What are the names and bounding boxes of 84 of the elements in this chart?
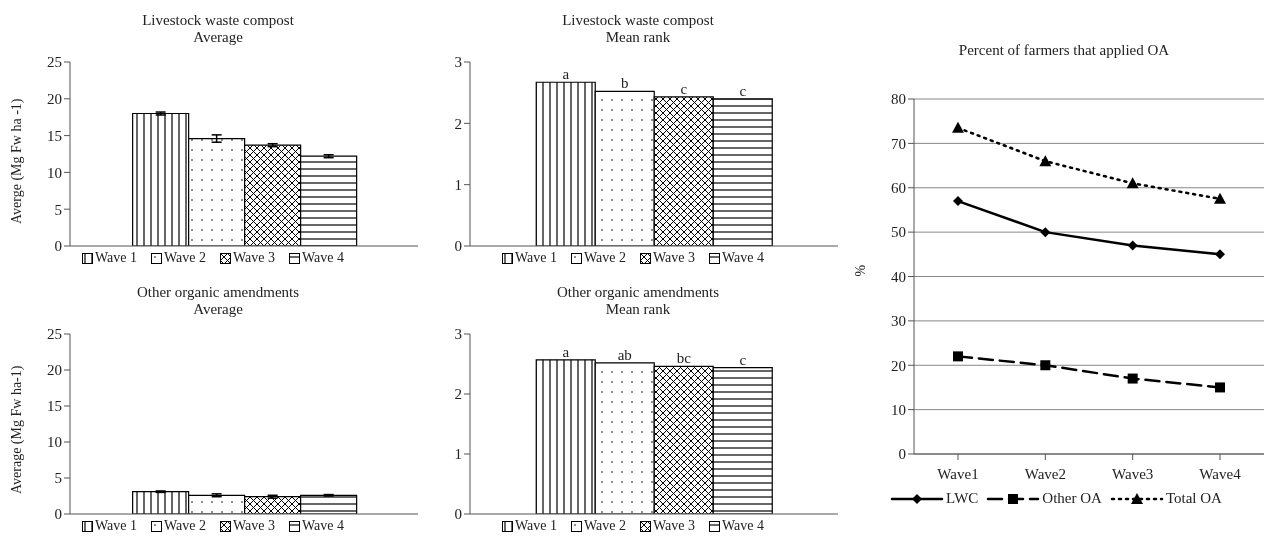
legend-label: Wave 2 xyxy=(162,250,206,266)
y-tick-label: 10 xyxy=(47,434,62,451)
y-tick-label: 50 xyxy=(891,224,906,241)
data-label: c xyxy=(739,82,747,99)
point xyxy=(1214,192,1226,204)
y-tick-label: 10 xyxy=(47,164,62,181)
legend-label: Wave 3 xyxy=(652,250,696,266)
legend-label: LWC xyxy=(945,490,979,507)
y-tick-label: 20 xyxy=(47,362,62,379)
y-tick-label: 70 xyxy=(891,135,906,152)
data-label: ab xyxy=(617,346,632,363)
point xyxy=(1127,240,1138,251)
legend-label: Wave 2 xyxy=(582,250,626,266)
y-tick-label: 5 xyxy=(54,201,62,218)
legend-label: Wave 3 xyxy=(232,518,276,534)
x-tick-label: Wave1 xyxy=(937,465,979,482)
chart-title: Livestock waste compost xyxy=(141,12,295,29)
y-axis-title: Averge (Mg Fw ha -1) xyxy=(8,98,25,224)
y-axis-title: % xyxy=(852,264,868,277)
y-tick-label: 30 xyxy=(891,313,906,330)
legend-label: Total OA xyxy=(1164,490,1222,507)
point xyxy=(1040,227,1051,238)
data-label: bc xyxy=(676,350,692,367)
chart-subtitle: Average xyxy=(192,29,244,46)
y-tick-label: 15 xyxy=(47,127,62,144)
y-tick-label: 1 xyxy=(454,176,462,193)
y-tick-label: 15 xyxy=(47,398,62,415)
point xyxy=(1126,177,1139,189)
chart-subtitle: Mean rank xyxy=(604,29,672,46)
legend-label: Wave 3 xyxy=(232,250,276,266)
chart-subtitle: Average xyxy=(192,301,244,318)
y-tick-label: 3 xyxy=(454,54,462,71)
y-tick-label: 0 xyxy=(454,238,462,255)
data-label: a xyxy=(562,66,570,83)
legend-label: Other OA xyxy=(1041,490,1102,507)
chart-title: Other organic amendments xyxy=(555,284,721,301)
y-tick-label: 2 xyxy=(454,386,462,403)
y-tick-label: 0 xyxy=(898,446,906,463)
y-tick-label: 20 xyxy=(47,91,62,108)
legend-label: Wave 4 xyxy=(721,518,765,534)
chart-title: Livestock waste compost xyxy=(561,12,715,29)
x-tick-label: Wave4 xyxy=(1199,465,1242,482)
y-tick-label: 20 xyxy=(891,357,906,374)
chart-title: Other organic amendments xyxy=(135,284,301,301)
data-label: c xyxy=(680,80,688,97)
y-tick-label: 2 xyxy=(454,115,462,132)
legend-label: Wave 1 xyxy=(93,518,137,534)
y-tick-label: 5 xyxy=(54,470,62,487)
legend-label: Wave 4 xyxy=(721,250,765,266)
point xyxy=(953,196,963,207)
point xyxy=(952,121,964,133)
y-tick-label: 80 xyxy=(891,91,906,108)
data-label: c xyxy=(739,351,747,368)
point xyxy=(1215,249,1225,260)
chart-subtitle: Mean rank xyxy=(604,301,672,318)
y-tick-label: 25 xyxy=(47,54,62,71)
legend-label: Wave 2 xyxy=(162,518,206,534)
point xyxy=(953,351,963,362)
y-tick-label: 10 xyxy=(891,401,906,418)
point xyxy=(1127,373,1138,384)
legend-label: Wave 4 xyxy=(301,250,345,266)
legend-label: Wave 1 xyxy=(513,518,557,534)
y-tick-label: 25 xyxy=(47,326,62,343)
data-label: b xyxy=(620,75,629,92)
legend-label: Wave 2 xyxy=(582,518,626,534)
y-tick-label: 3 xyxy=(454,326,462,343)
legend-label: Wave 4 xyxy=(301,518,345,534)
y-tick-label: 0 xyxy=(54,238,62,255)
data-label: a xyxy=(562,343,570,360)
legend-label: Wave 3 xyxy=(652,518,696,534)
point xyxy=(1039,155,1052,167)
y-tick-label: 40 xyxy=(891,268,906,285)
legend-label: Wave 1 xyxy=(513,250,557,266)
y-tick-label: 60 xyxy=(891,180,906,197)
legend-label: Wave 1 xyxy=(93,250,137,266)
point xyxy=(1215,382,1225,393)
y-tick-label: 0 xyxy=(54,506,62,523)
chart-title: Percent of farmers that applied OA xyxy=(957,42,1171,59)
y-tick-label: 0 xyxy=(454,506,462,523)
y-axis-title: Average (Mg Fw ha-1) xyxy=(8,365,25,494)
y-tick-label: 1 xyxy=(454,446,462,463)
x-tick-label: Wave2 xyxy=(1024,465,1066,482)
x-tick-label: Wave3 xyxy=(1112,465,1154,482)
point xyxy=(1040,360,1051,371)
